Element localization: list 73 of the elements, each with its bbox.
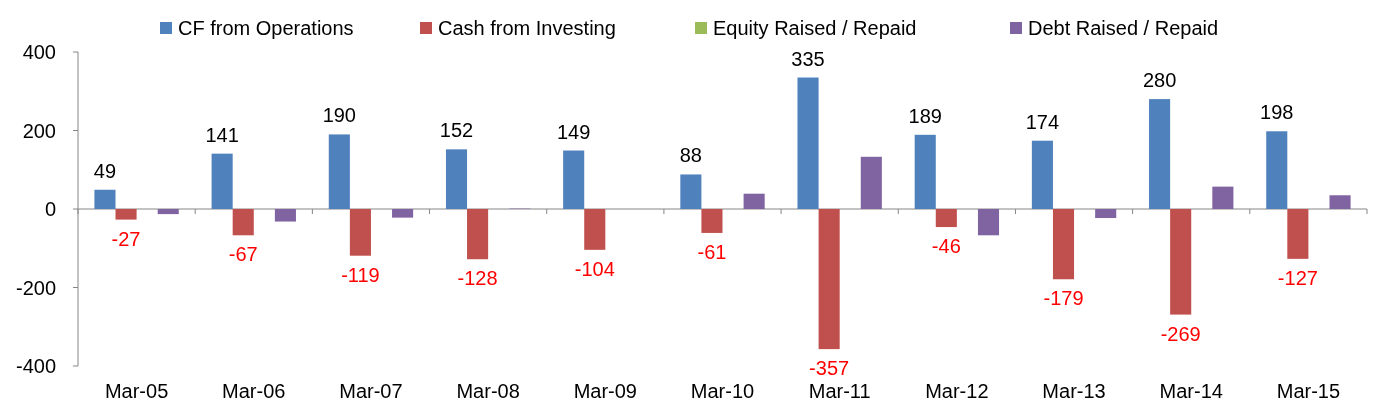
data-label: 280 [1142, 69, 1177, 92]
x-tick-label: Mar-07 [339, 380, 403, 402]
y-tick-label: 0 [44, 198, 56, 220]
data-label: 198 [1260, 101, 1294, 124]
data-label: -104 [574, 257, 615, 280]
y-tick-label: 200 [22, 119, 56, 142]
bar [349, 209, 371, 256]
x-tick-label: Mar-10 [690, 380, 755, 402]
data-label: 141 [205, 123, 239, 146]
x-tick-label: Mar-14 [1159, 380, 1223, 402]
bar [211, 153, 233, 209]
data-label: 335 [791, 47, 825, 70]
data-label: 174 [1025, 110, 1060, 133]
x-tick-label: Mar-09 [573, 380, 637, 402]
data-label: -119 [341, 263, 380, 286]
data-label: -179 [1043, 287, 1084, 310]
x-tick-label: Mar-12 [925, 380, 989, 402]
bar [797, 77, 819, 209]
bar [1329, 195, 1351, 209]
x-tick-label: Mar-05 [104, 380, 169, 402]
bar [743, 193, 765, 209]
bar [445, 149, 468, 209]
bar [1031, 140, 1053, 209]
x-tick-label: Mar-15 [1276, 380, 1341, 402]
bar [1287, 209, 1309, 259]
bar [392, 209, 414, 218]
data-label: 189 [908, 104, 942, 127]
data-label: 88 [679, 144, 702, 167]
bar [1212, 186, 1234, 209]
bar [1052, 209, 1075, 280]
legend-label: Cash from Investing [438, 17, 616, 39]
bar [1170, 209, 1192, 315]
bar [1095, 209, 1117, 219]
bar [157, 209, 179, 215]
bar [232, 209, 254, 236]
x-tick-label: Mar-11 [808, 380, 871, 402]
data-label: 49 [93, 159, 117, 182]
bar [977, 209, 1000, 236]
data-label: -67 [228, 243, 258, 266]
y-tick-label: -400 [15, 355, 56, 377]
bar [328, 134, 350, 209]
y-tick-label: 400 [22, 41, 56, 63]
data-label: 149 [556, 120, 591, 143]
data-label: -61 [697, 240, 727, 263]
bar [860, 156, 882, 209]
y-tick-label: -200 [15, 276, 56, 299]
bar [701, 209, 723, 233]
bar [1266, 131, 1288, 209]
bar [115, 209, 137, 220]
bar [1149, 99, 1171, 209]
data-label: -128 [457, 267, 498, 290]
data-label: -357 [809, 357, 850, 380]
bar [274, 209, 296, 222]
data-label: 152 [439, 119, 474, 142]
legend-label: Equity Raised / Repaid [713, 17, 917, 39]
legend-label: CF from Operations [178, 17, 354, 39]
bar [818, 209, 840, 350]
bar [680, 174, 702, 209]
bar [563, 150, 585, 209]
data-label: -46 [931, 235, 961, 258]
bar [935, 209, 957, 228]
bar [914, 134, 936, 209]
bar [467, 209, 489, 260]
data-label: -269 [1160, 322, 1201, 345]
x-tick-label: Mar-06 [222, 380, 286, 402]
legend-label: Debt Raised / Repaid [1028, 17, 1219, 39]
bar [94, 189, 116, 209]
x-tick-label: Mar-08 [456, 380, 520, 402]
data-label: -27 [111, 227, 141, 250]
data-label: -127 [1277, 266, 1318, 289]
x-tick-label: Mar-13 [1042, 380, 1106, 402]
data-label: 190 [322, 104, 356, 127]
bar [584, 209, 606, 250]
